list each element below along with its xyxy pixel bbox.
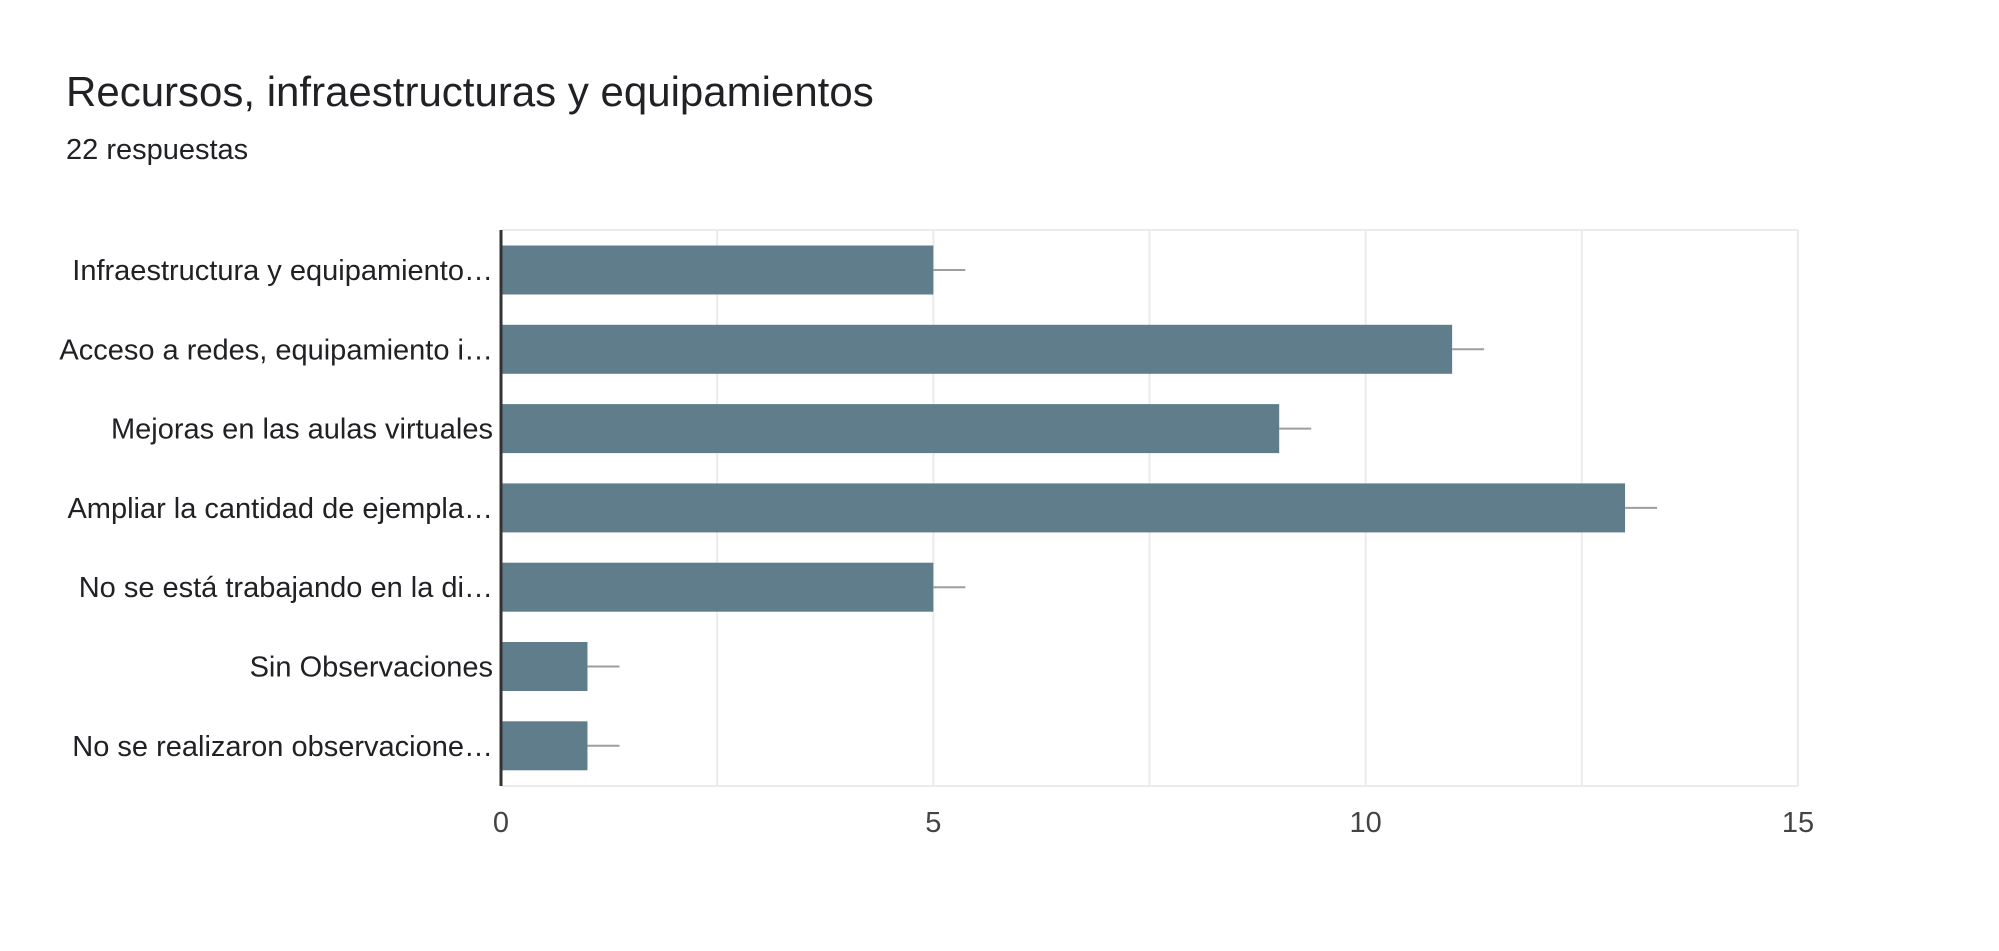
bar[interactable] [501, 483, 1626, 533]
bar[interactable] [501, 721, 588, 771]
category-label: Acceso a redes, equipamiento i… [59, 334, 493, 366]
bar[interactable] [501, 324, 1453, 374]
category-label: Mejoras en las aulas virtuales [111, 414, 493, 446]
bar[interactable] [501, 562, 934, 612]
x-tick-label: 10 [1350, 807, 1382, 839]
bar[interactable] [501, 245, 934, 295]
x-tick-label: 15 [1782, 807, 1814, 839]
category-label: No se realizaron observacione… [72, 731, 493, 763]
bar[interactable] [501, 404, 1280, 454]
category-label: No se está trabajando en la di… [79, 572, 493, 604]
response-count: 22 respuestas [66, 134, 249, 166]
error-bars [587, 269, 1658, 747]
category-label: Infraestructura y equipamiento… [72, 255, 493, 287]
chart-title: Recursos, infraestructuras y equipamient… [66, 68, 874, 115]
category-labels: Infraestructura y equipamiento… Acceso a … [59, 255, 493, 763]
x-tick-label: 0 [493, 807, 509, 839]
bars [501, 245, 1626, 771]
category-label: Sin Observaciones [250, 652, 493, 684]
category-label: Ampliar la cantidad de ejempla… [67, 493, 493, 525]
tick-labels: 0 5 10 15 [493, 807, 1814, 839]
x-tick-label: 5 [925, 807, 941, 839]
bar[interactable] [501, 642, 588, 691]
